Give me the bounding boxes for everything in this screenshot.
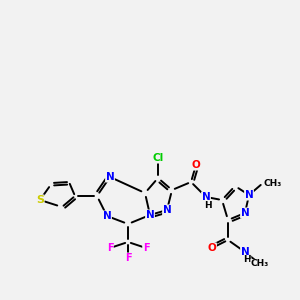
Text: N: N [146, 210, 154, 220]
Text: N: N [103, 211, 111, 221]
Text: N: N [241, 247, 249, 257]
Text: N: N [163, 205, 171, 215]
Text: O: O [208, 243, 216, 253]
Text: F: F [107, 243, 113, 253]
Text: CH₃: CH₃ [251, 260, 269, 268]
Text: H: H [204, 200, 212, 209]
Text: Cl: Cl [152, 153, 164, 163]
Text: O: O [192, 160, 200, 170]
Text: N: N [106, 172, 114, 182]
Text: H: H [243, 256, 251, 265]
Text: CH₃: CH₃ [263, 178, 281, 188]
Text: S: S [36, 195, 44, 205]
Text: N: N [202, 192, 210, 202]
Text: N: N [241, 208, 249, 218]
Text: F: F [143, 243, 149, 253]
Text: N: N [244, 190, 253, 200]
Text: F: F [125, 253, 131, 263]
